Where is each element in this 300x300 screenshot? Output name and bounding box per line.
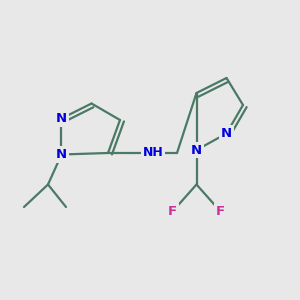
Text: N: N — [221, 127, 232, 140]
Text: N: N — [56, 148, 67, 161]
Text: N: N — [191, 143, 202, 157]
Text: NH: NH — [142, 146, 164, 160]
Text: F: F — [216, 205, 225, 218]
Text: F: F — [168, 205, 177, 218]
Text: N: N — [56, 112, 67, 125]
